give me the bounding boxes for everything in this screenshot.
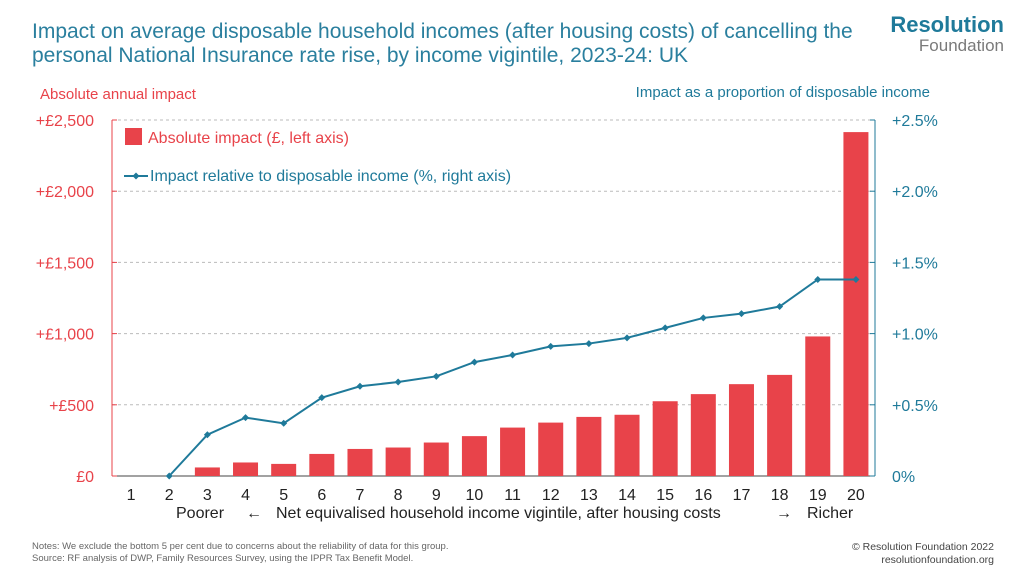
resolution-foundation-logo: Resolution Foundation [890, 14, 1004, 55]
bar-vigintile-12 [538, 422, 564, 476]
legend-bar-label: Absolute impact (£, left axis) [148, 130, 349, 147]
x-tick-label: 4 [241, 487, 250, 504]
x-tick-label: 17 [733, 487, 751, 504]
logo-line-2: Foundation [918, 36, 1004, 55]
right-tick-label: +1.5% [892, 255, 938, 272]
x-caption-poorer: Poorer [176, 505, 225, 522]
x-tick-label: 18 [771, 487, 789, 504]
copyright-text: © Resolution Foundation 2022 [851, 541, 994, 553]
bar-vigintile-3 [194, 467, 220, 476]
x-caption-left-arrow: ← [246, 505, 262, 522]
x-caption-right-arrow: → [776, 505, 792, 522]
left-tick-label: +£1,500 [36, 255, 94, 272]
line-marker [165, 472, 173, 480]
x-tick-label: 3 [203, 487, 212, 504]
x-tick-label: 7 [356, 487, 365, 504]
line-marker [242, 414, 250, 422]
x-axis-label: Net equivalised household income viginti… [276, 505, 721, 522]
bar-vigintile-17 [728, 384, 754, 476]
right-axis-title: Impact as a proportion of disposable inc… [635, 84, 930, 101]
legend-line-label: Impact relative to disposable income (%,… [150, 168, 511, 185]
line-marker [661, 324, 669, 332]
x-tick-label: 20 [847, 487, 865, 504]
bar-vigintile-9 [423, 442, 449, 476]
bar-vigintile-6 [309, 453, 335, 476]
logo-line-1: Resolution [890, 12, 1004, 37]
bar-vigintile-18 [767, 374, 793, 476]
line-marker [394, 378, 402, 386]
line-marker [776, 303, 784, 311]
x-tick-label: 13 [580, 487, 598, 504]
x-tick-label: 2 [165, 487, 174, 504]
x-tick-label: 19 [809, 487, 827, 504]
line-marker [280, 419, 288, 427]
bar-vigintile-16 [690, 394, 716, 476]
x-tick-label: 6 [317, 487, 326, 504]
line-marker [470, 358, 478, 366]
bar-vigintile-4 [233, 462, 259, 476]
line-marker [318, 394, 326, 402]
footer-notes: Notes: We exclude the bottom 5 per cent … [32, 541, 448, 565]
left-tick-label: £0 [76, 469, 94, 486]
line-marker [852, 275, 860, 283]
bar-vigintile-7 [347, 448, 373, 476]
bar-vigintile-13 [576, 416, 602, 476]
left-tick-label: +£1,000 [36, 327, 94, 344]
bar-vigintile-15 [652, 401, 678, 476]
x-tick-label: 12 [542, 487, 560, 504]
x-tick-label: 10 [466, 487, 484, 504]
bar-vigintile-19 [805, 336, 831, 476]
left-tick-label: +£2,000 [36, 184, 94, 201]
legend-bar-swatch [125, 128, 142, 145]
x-tick-label: 16 [694, 487, 712, 504]
right-tick-label: +2.0% [892, 184, 938, 201]
source-text: Source: RF analysis of DWP, Family Resou… [32, 553, 414, 564]
line-marker [623, 334, 631, 342]
bar-vigintile-11 [500, 427, 526, 476]
line-marker [585, 340, 593, 348]
x-tick-label: 11 [504, 487, 521, 504]
right-tick-label: +0.5% [892, 398, 938, 415]
bar-vigintile-10 [461, 436, 487, 476]
x-tick-label: 14 [618, 487, 636, 504]
line-marker [203, 431, 211, 439]
bar-vigintile-8 [385, 447, 411, 476]
left-axis-title: Absolute annual impact [40, 86, 196, 103]
line-marker [432, 372, 440, 380]
website-text: resolutionfoundation.org [881, 554, 994, 566]
bar-vigintile-20 [843, 132, 869, 476]
x-tick-label: 8 [394, 487, 403, 504]
x-tick-label: 9 [432, 487, 441, 504]
line-marker [699, 314, 707, 322]
left-tick-label: +£2,500 [36, 113, 94, 130]
left-tick-label: +£500 [49, 398, 94, 415]
bar-vigintile-14 [614, 414, 640, 476]
line-marker [814, 275, 822, 283]
x-tick-label: 15 [656, 487, 674, 504]
x-tick-label: 5 [279, 487, 288, 504]
notes-text: Notes: We exclude the bottom 5 per cent … [32, 541, 449, 552]
line-marker [547, 342, 555, 350]
right-tick-label: 0% [892, 469, 915, 486]
line-marker [509, 351, 517, 359]
bar-vigintile-5 [271, 463, 297, 476]
chart-title: Impact on average disposable household i… [32, 20, 853, 67]
right-tick-label: +1.0% [892, 327, 938, 344]
x-caption-richer: Richer [807, 505, 854, 522]
line-marker [356, 382, 364, 390]
right-tick-label: +2.5% [892, 113, 938, 130]
line-marker [737, 310, 745, 318]
x-tick-label: 1 [127, 487, 136, 504]
legend-line-marker [132, 172, 140, 180]
footer-copyright: © Resolution Foundation 2022 resolutionf… [852, 541, 994, 567]
